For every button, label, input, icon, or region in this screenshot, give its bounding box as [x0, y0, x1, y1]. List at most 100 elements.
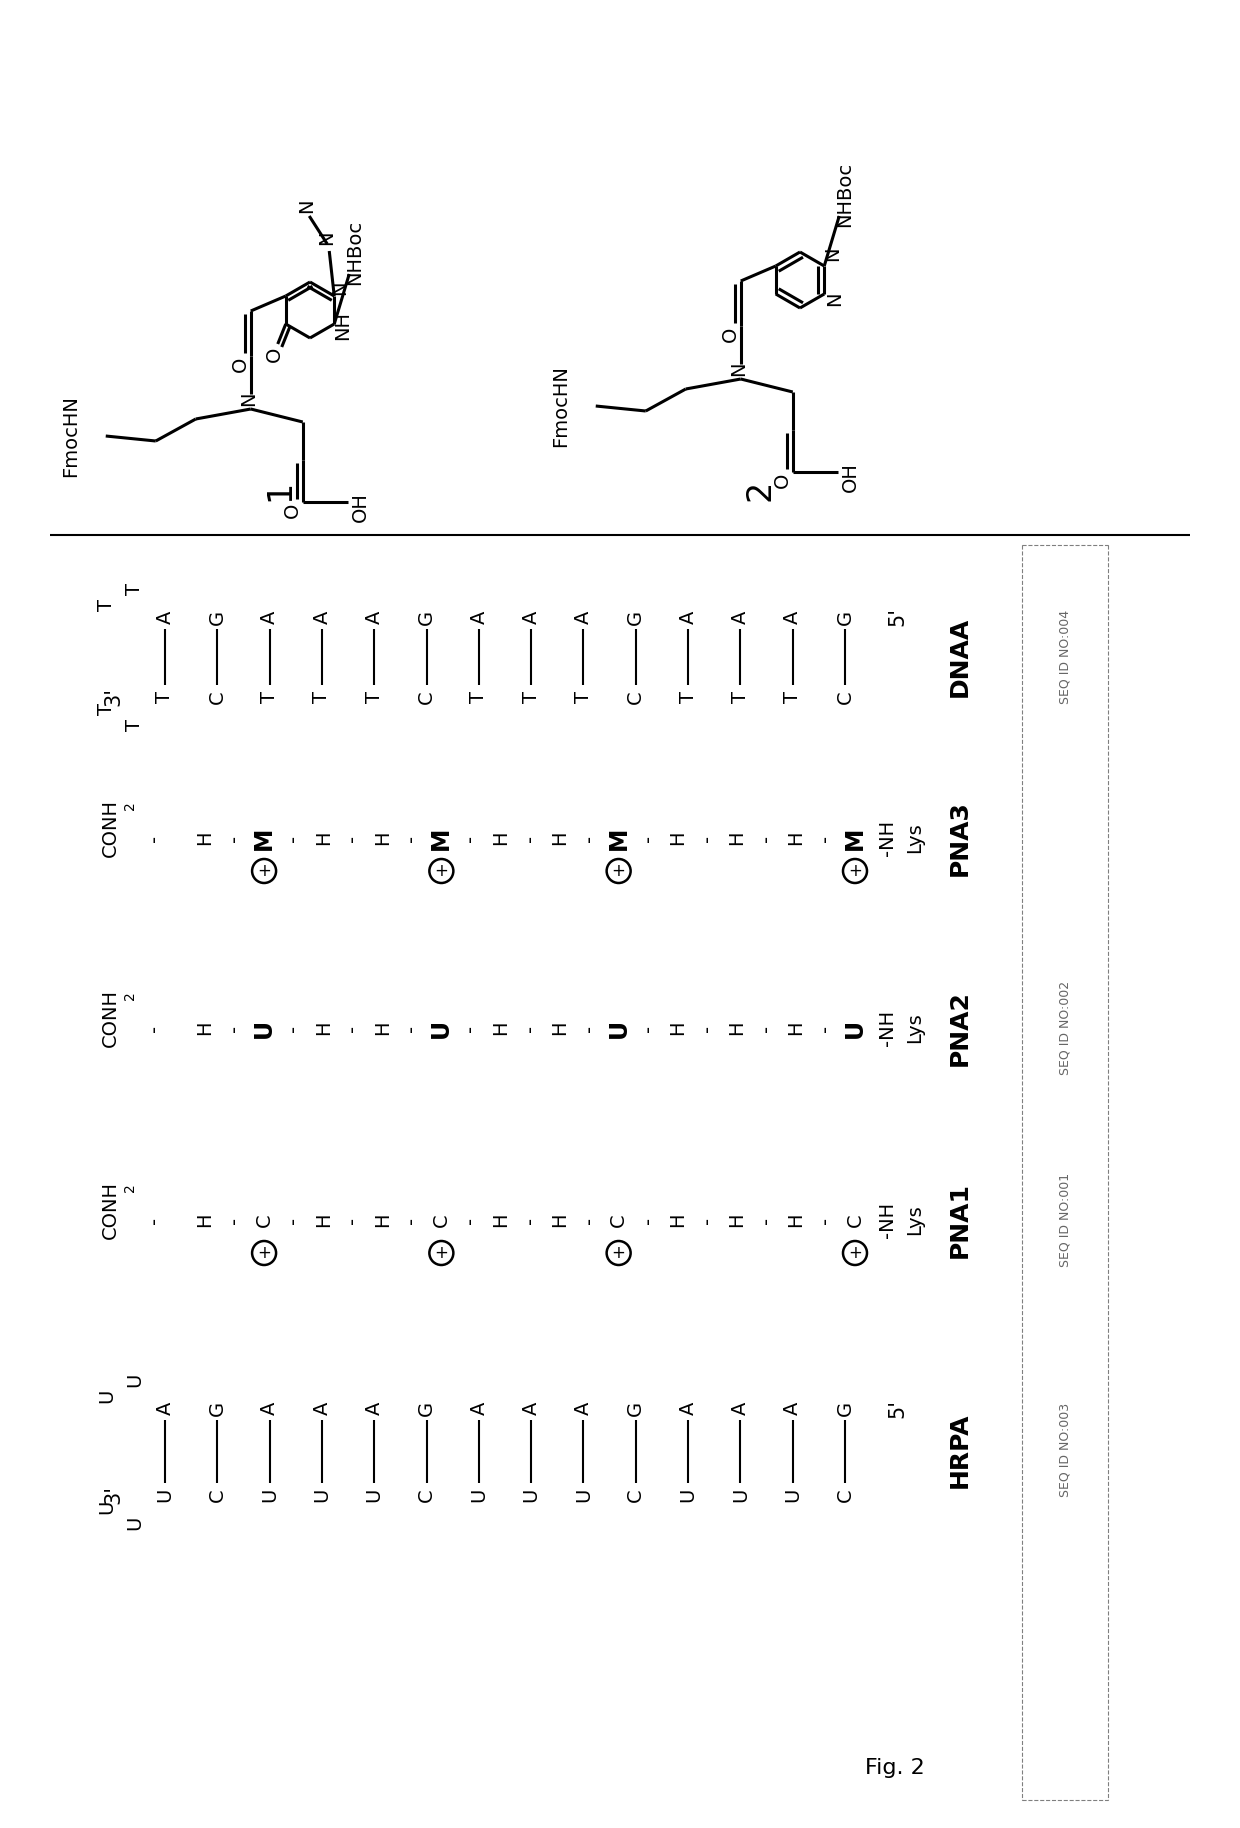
Text: A: A: [678, 611, 698, 623]
Text: -NH: -NH: [878, 821, 897, 856]
Text: -: -: [461, 834, 480, 841]
Text: CONH: CONH: [100, 989, 119, 1047]
Text: -: -: [639, 834, 657, 841]
Text: H: H: [196, 830, 215, 845]
Text: T: T: [98, 600, 117, 611]
Text: Lys: Lys: [905, 1013, 925, 1044]
Text: U: U: [522, 1488, 541, 1503]
Text: U: U: [98, 1499, 117, 1514]
Text: -: -: [145, 1024, 165, 1031]
Text: PNA1: PNA1: [949, 1183, 972, 1258]
Text: U: U: [98, 1389, 117, 1404]
Text: U: U: [730, 1488, 750, 1503]
Text: -: -: [343, 834, 362, 841]
Text: T: T: [312, 691, 331, 704]
Text: +: +: [434, 863, 449, 879]
Text: G: G: [836, 609, 854, 625]
Text: G: G: [417, 1400, 436, 1415]
Text: -: -: [756, 834, 776, 841]
Text: U: U: [125, 1515, 145, 1530]
Text: C: C: [254, 1214, 274, 1227]
Text: U: U: [365, 1488, 383, 1503]
Text: -: -: [639, 1024, 657, 1031]
Text: OH: OH: [841, 462, 861, 492]
Text: T: T: [784, 691, 802, 704]
Text: A: A: [312, 611, 331, 623]
Text: -: -: [579, 1024, 599, 1031]
Text: HRPA: HRPA: [949, 1413, 972, 1488]
Text: -NH: -NH: [878, 1009, 897, 1046]
Text: -: -: [579, 1216, 599, 1223]
Text: C: C: [836, 691, 854, 704]
Text: -: -: [402, 834, 422, 841]
Text: FmocHN: FmocHN: [552, 366, 570, 446]
Text: A: A: [155, 1402, 175, 1415]
Text: A: A: [784, 611, 802, 623]
Text: -: -: [756, 1216, 776, 1223]
Text: U: U: [470, 1488, 489, 1503]
Text: -: -: [343, 1024, 362, 1031]
Text: -: -: [224, 1024, 244, 1031]
Text: SEQ ID NO:004: SEQ ID NO:004: [1059, 611, 1071, 704]
Text: -: -: [698, 834, 717, 841]
Text: -: -: [145, 1216, 165, 1223]
Text: H: H: [491, 1020, 510, 1035]
Text: U: U: [574, 1488, 593, 1503]
Text: O: O: [283, 503, 303, 517]
Text: A: A: [312, 1402, 331, 1415]
Text: H: H: [786, 1020, 806, 1035]
Text: C: C: [626, 691, 645, 704]
Text: +: +: [257, 863, 272, 879]
Text: -: -: [816, 1024, 835, 1031]
Text: A: A: [730, 1402, 750, 1415]
Text: H: H: [491, 830, 510, 845]
Text: O: O: [774, 472, 792, 488]
Text: G: G: [417, 609, 436, 625]
Text: -: -: [145, 834, 165, 841]
Text: H: H: [786, 830, 806, 845]
Text: C: C: [846, 1214, 864, 1227]
Text: -: -: [461, 1216, 480, 1223]
Text: N: N: [316, 230, 336, 245]
Text: SEQ ID NO:002: SEQ ID NO:002: [1059, 982, 1071, 1075]
Text: C: C: [208, 1488, 227, 1503]
Text: M: M: [843, 826, 867, 850]
Text: U: U: [260, 1488, 279, 1503]
Text: M: M: [429, 826, 454, 850]
Text: A: A: [574, 1402, 593, 1415]
Text: -: -: [756, 1024, 776, 1031]
Text: H: H: [491, 1212, 510, 1227]
Text: M: M: [606, 826, 631, 850]
Text: A: A: [365, 1402, 383, 1415]
Text: H: H: [314, 1212, 332, 1227]
Text: N: N: [239, 391, 258, 406]
Text: C: C: [417, 691, 436, 704]
Text: Fig. 2: Fig. 2: [866, 1759, 925, 1779]
Text: A: A: [470, 1402, 489, 1415]
Text: O: O: [231, 356, 250, 371]
Text: A: A: [260, 611, 279, 623]
Text: H: H: [373, 1212, 392, 1227]
Text: H: H: [314, 830, 332, 845]
Text: T: T: [260, 691, 279, 704]
Text: C: C: [417, 1488, 436, 1503]
Text: 2: 2: [123, 1183, 136, 1192]
Text: H: H: [551, 1212, 569, 1227]
Text: -: -: [698, 1216, 717, 1223]
Text: U: U: [606, 1018, 631, 1038]
Text: M: M: [252, 826, 277, 850]
Text: A: A: [365, 611, 383, 623]
Text: H: H: [728, 1212, 746, 1227]
Text: Lys: Lys: [905, 823, 925, 854]
Text: A: A: [522, 1402, 541, 1415]
Text: H: H: [668, 830, 687, 845]
Text: -: -: [402, 1216, 422, 1223]
Text: T: T: [125, 583, 145, 594]
Text: T: T: [522, 691, 541, 704]
Text: -: -: [224, 1216, 244, 1223]
Text: 2: 2: [744, 479, 776, 501]
Text: 3': 3': [103, 687, 123, 706]
Text: T: T: [125, 718, 145, 731]
Text: N: N: [296, 199, 316, 214]
Text: G: G: [836, 1400, 854, 1415]
